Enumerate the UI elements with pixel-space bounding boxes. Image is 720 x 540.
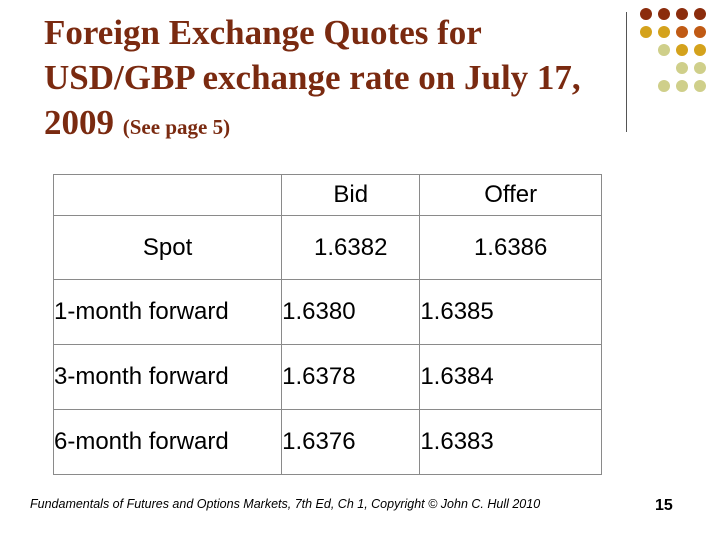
decorative-dot	[658, 26, 670, 38]
decorative-dot	[676, 62, 688, 74]
decorative-dot	[676, 8, 688, 20]
decorative-dot	[676, 80, 688, 92]
decorative-dot	[694, 62, 706, 74]
table-row: 1-month forward 1.6380 1.6385	[52, 279, 602, 345]
row-label: 3-month forward	[52, 344, 283, 410]
decorative-dot	[676, 26, 688, 38]
offer-value: 1.6386	[419, 215, 602, 280]
decorative-dot	[676, 44, 688, 56]
bid-value: 1.6382	[281, 215, 421, 280]
slide-title-note: (See page 5)	[122, 115, 231, 139]
fx-quotes-table: Bid Offer Spot 1.6382 1.6386 1-month for…	[52, 174, 602, 475]
row-label: Spot	[52, 215, 283, 280]
header-cell-offer: Offer	[419, 174, 602, 216]
decorative-dot	[658, 44, 670, 56]
offer-value: 1.6384	[419, 344, 602, 410]
offer-value: 1.6385	[419, 279, 602, 345]
table-header-row: Bid Offer	[52, 174, 602, 216]
decorative-dot	[694, 44, 706, 56]
decorative-dot	[694, 8, 706, 20]
row-label: 1-month forward	[52, 279, 283, 345]
header-cell-empty	[52, 174, 283, 216]
decorative-dot	[658, 8, 670, 20]
decorative-dot	[658, 80, 670, 92]
decorative-dot	[694, 26, 706, 38]
decorative-dot	[694, 80, 706, 92]
bid-value: 1.6380	[281, 279, 421, 345]
title-divider	[626, 12, 627, 132]
decorative-dot-grid	[640, 8, 720, 108]
table-row: 6-month forward 1.6376 1.6383	[52, 409, 602, 475]
table-row: 3-month forward 1.6378 1.6384	[52, 344, 602, 410]
bid-value: 1.6378	[281, 344, 421, 410]
offer-value: 1.6383	[419, 409, 602, 475]
decorative-dot	[640, 26, 652, 38]
header-cell-bid: Bid	[281, 174, 421, 216]
slide-title-main: Foreign Exchange Quotes for USD/GBP exch…	[44, 13, 581, 142]
slide-title: Foreign Exchange Quotes for USD/GBP exch…	[44, 10, 604, 150]
table-row: Spot 1.6382 1.6386	[52, 215, 602, 280]
row-label: 6-month forward	[52, 409, 283, 475]
page-number: 15	[655, 497, 673, 514]
bid-value: 1.6376	[281, 409, 421, 475]
footer-citation: Fundamentals of Futures and Options Mark…	[30, 497, 541, 511]
decorative-dot	[640, 8, 652, 20]
